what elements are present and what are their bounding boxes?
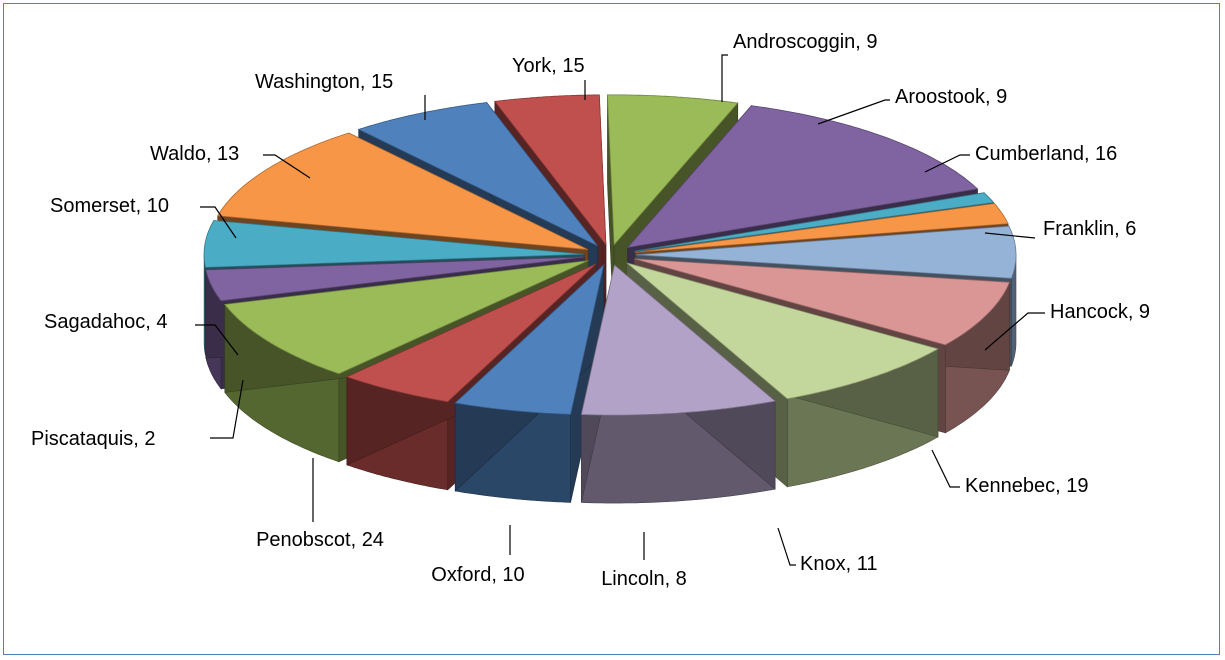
leader-line-knox: [777, 527, 796, 566]
leader-line-franklin: [984, 232, 1036, 239]
data-label-york: York, 15: [512, 55, 585, 77]
slice-androscoggin: [454, 263, 605, 503]
data-label-androscoggin: Androscoggin, 9: [733, 31, 878, 53]
leader-line-cumberland: [924, 154, 970, 173]
data-label-washington: Washington, 15: [255, 71, 393, 93]
data-label-knox: Knox, 11: [800, 553, 877, 575]
leader-line-sagadahoc: [195, 324, 239, 356]
data-label-kennebec: Kennebec, 19: [965, 475, 1088, 497]
data-label-piscataquis: Piscataquis, 2: [31, 428, 156, 450]
data-label-lincoln: Lincoln, 8: [601, 568, 687, 590]
slice-york: [580, 264, 777, 504]
data-label-penobscot: Penobscot, 24: [256, 529, 384, 551]
leader-line-aroostook: [817, 99, 890, 125]
data-label-hancock: Hancock, 9: [1050, 301, 1150, 323]
data-label-franklin: Franklin, 6: [1043, 218, 1136, 240]
leader-line-waldo: [263, 154, 311, 179]
data-label-cumberland: Cumberland, 16: [975, 143, 1117, 165]
leader-line-androscoggin: [721, 54, 728, 102]
leader-line-hancock: [984, 312, 1045, 351]
leader-line-somerset: [200, 206, 237, 239]
data-labels: Androscoggin, 9 Aroostook, 9 Cumberland, 1…: [31, 31, 1150, 590]
data-label-oxford: Oxford, 10: [431, 564, 524, 586]
data-label-somerset: Somerset, 10: [50, 195, 169, 217]
data-label-waldo: Waldo, 13: [150, 143, 239, 165]
leader-line-piscataquis: [210, 379, 244, 439]
data-label-sagadahoc: Sagadahoc, 4: [44, 311, 167, 333]
leader-line-kennebec: [931, 449, 960, 488]
data-label-aroostook: Aroostook, 9: [895, 86, 1007, 108]
